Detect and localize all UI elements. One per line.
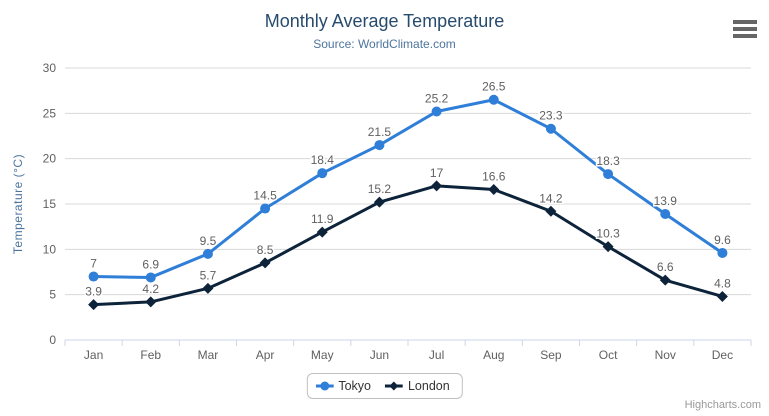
data-label: 8.5 [257, 243, 274, 257]
x-tick-label: Mar [198, 348, 219, 362]
data-label: 18.4 [311, 153, 335, 167]
x-tick-label: Sep [540, 348, 562, 362]
point-london-Nov[interactable] [659, 274, 671, 286]
hamburger-menu-icon[interactable] [733, 20, 757, 38]
data-label: 25.2 [425, 92, 449, 106]
point-london-May[interactable] [316, 226, 328, 238]
point-london-Apr[interactable] [259, 257, 271, 269]
credits-link[interactable]: Highcharts.com [684, 399, 761, 411]
point-london-Jul[interactable] [431, 180, 443, 192]
series-layer [88, 94, 728, 311]
point-london-Jan[interactable] [88, 299, 100, 311]
diamond-marker-icon [384, 381, 403, 391]
y-tick-label: 15 [43, 197, 57, 211]
x-tick-label: Jul [429, 348, 444, 362]
y-tick-label: 10 [43, 242, 57, 256]
point-london-Sep[interactable] [545, 205, 557, 217]
data-label: 5.7 [200, 268, 217, 282]
data-label: 15.2 [368, 182, 392, 196]
data-label: 4.2 [142, 282, 159, 296]
chart-subtitle: Source: WorldClimate.com [313, 37, 456, 51]
data-label: 9.5 [200, 234, 217, 248]
data-label: 21.5 [368, 125, 392, 139]
x-tick-label: Dec [712, 348, 733, 362]
legend: Tokyo London [306, 373, 463, 399]
x-tick-label: Apr [256, 348, 275, 362]
legend-item-london[interactable]: London [384, 379, 450, 393]
data-label: 13.9 [654, 194, 678, 208]
legend-item-tokyo[interactable]: Tokyo [315, 379, 371, 393]
data-label: 11.9 [311, 212, 334, 226]
point-tokyo-Feb[interactable] [145, 272, 156, 283]
point-tokyo-Nov[interactable] [660, 208, 671, 219]
point-london-Mar[interactable] [202, 282, 214, 294]
data-label: 9.6 [714, 233, 731, 247]
hamburger-bar [733, 34, 757, 38]
data-label: 16.6 [482, 169, 506, 183]
x-tick-label: Aug [483, 348, 504, 362]
legend-label: Tokyo [338, 379, 371, 393]
chart-title: Monthly Average Temperature [264, 11, 505, 31]
y-tick-label: 0 [49, 333, 56, 347]
x-tick-label: May [311, 348, 334, 362]
point-tokyo-Oct[interactable] [603, 169, 614, 180]
point-london-Aug[interactable] [488, 183, 500, 195]
x-tick-label: Jun [370, 348, 389, 362]
y-axis-title: Temperature (°C) [11, 154, 25, 254]
hamburger-bar [733, 27, 757, 31]
data-label: 10.3 [596, 227, 620, 241]
circle-marker-icon [315, 381, 334, 391]
series-line-london [92, 184, 724, 307]
data-label: 3.9 [85, 285, 102, 299]
point-tokyo-Apr[interactable] [260, 203, 271, 214]
point-tokyo-Mar[interactable] [202, 248, 213, 259]
data-label: 6.9 [142, 257, 159, 271]
data-label: 14.5 [253, 189, 277, 203]
legend-label: London [407, 379, 450, 393]
y-tick-label: 30 [43, 61, 57, 75]
x-tick-label: Jan [84, 348, 103, 362]
y-tick-label: 25 [43, 106, 57, 120]
y-tick-label: 5 [49, 288, 56, 302]
data-label: 26.5 [482, 80, 506, 94]
data-label: 7 [90, 257, 97, 271]
data-label: 18.3 [596, 154, 620, 168]
point-london-Dec[interactable] [716, 290, 728, 302]
hamburger-bar [733, 20, 757, 24]
data-label: 23.3 [539, 109, 563, 123]
data-label: 6.6 [657, 260, 674, 274]
point-tokyo-Dec[interactable] [717, 247, 728, 258]
x-tick-label: Nov [655, 348, 676, 362]
y-tick-label: 20 [43, 152, 57, 166]
data-label-layer: 7 6.9 9.5 14.5 18.4 21.5 25.2 26.5 23.3 18.3 13.9 9… [84, 78, 733, 300]
series-line-tokyo [92, 98, 724, 279]
data-label: 17 [430, 166, 444, 180]
axis-layer: 0 5 10 15 20 25 30 Jan Feb Mar Apr May Jun Jul Aug Sep O… [43, 61, 752, 362]
point-london-Oct[interactable] [602, 241, 614, 253]
x-tick-label: Feb [140, 348, 161, 362]
point-tokyo-May[interactable] [317, 168, 328, 179]
point-tokyo-Aug[interactable] [488, 94, 499, 105]
x-tick-label: Oct [599, 348, 618, 362]
point-tokyo-Jun[interactable] [374, 140, 385, 151]
point-tokyo-Jan[interactable] [88, 271, 99, 282]
point-london-Jun[interactable] [373, 196, 385, 208]
data-label: 14.2 [539, 191, 563, 205]
data-label: 4.8 [714, 276, 731, 290]
point-tokyo-Sep[interactable] [545, 123, 556, 134]
point-tokyo-Jul[interactable] [431, 106, 442, 117]
point-london-Feb[interactable] [145, 296, 157, 308]
